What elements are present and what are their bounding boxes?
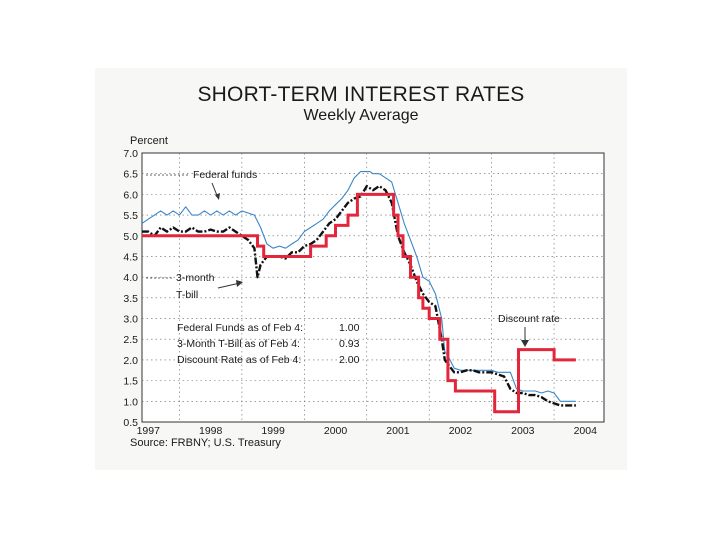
chart-title: SHORT-TERM INTEREST RATES bbox=[197, 83, 525, 106]
y-tick-label: 7.0 bbox=[123, 148, 138, 160]
y-tick-label: 6.0 bbox=[123, 189, 138, 201]
tbill-arrowhead bbox=[236, 280, 243, 287]
y-tick-label: 4.5 bbox=[123, 251, 138, 263]
y-tick-label: 6.5 bbox=[123, 169, 138, 181]
discount-rate-label: Discount rate bbox=[498, 313, 560, 325]
y-tick-label: 3.0 bbox=[123, 314, 138, 326]
stat-value: 1.00 bbox=[339, 322, 360, 334]
y-tick-label: 2.0 bbox=[123, 355, 138, 367]
tbill-label-line1: 3-month bbox=[176, 272, 215, 284]
discount-rate-arrowhead bbox=[521, 340, 529, 347]
stat-value: 0.93 bbox=[339, 338, 360, 350]
x-tick-label: 2002 bbox=[449, 425, 473, 437]
y-tick-label: 2.5 bbox=[123, 334, 138, 346]
x-tick-label: 2004 bbox=[574, 425, 598, 437]
series-line-federal-funds bbox=[141, 171, 576, 402]
x-tick-label: 1998 bbox=[199, 425, 223, 437]
y-axis-label: Percent bbox=[130, 135, 168, 147]
chart-subtitle: Weekly Average bbox=[303, 107, 419, 124]
y-tick-label: 1.5 bbox=[123, 376, 138, 388]
stat-label: 3-Month T-Bill as of Feb 4: bbox=[177, 338, 300, 350]
stat-value: 2.00 bbox=[339, 354, 360, 366]
tbill-label-line2: T-bill bbox=[176, 289, 198, 301]
x-tick-label: 1997 bbox=[137, 425, 161, 437]
x-tick-label: 2003 bbox=[511, 425, 535, 437]
federal-funds-arrowhead bbox=[215, 193, 220, 200]
federal-funds-label: Federal funds bbox=[193, 169, 257, 181]
x-tick-label: 1999 bbox=[261, 425, 285, 437]
x-tick-label: 2001 bbox=[386, 425, 410, 437]
source-note: Source: FRBNY; U.S. Treasury bbox=[130, 437, 281, 449]
y-tick-label: 5.5 bbox=[123, 210, 138, 222]
y-tick-label: 4.0 bbox=[123, 272, 138, 284]
y-tick-label: 0.5 bbox=[123, 417, 138, 429]
stat-label: Discount Rate as of Feb 4: bbox=[177, 354, 301, 366]
tbill-arrow bbox=[217, 282, 241, 289]
x-tick-label: 2000 bbox=[324, 425, 348, 437]
y-tick-label: 3.5 bbox=[123, 293, 138, 305]
stat-label: Federal Funds as of Feb 4: bbox=[177, 322, 303, 334]
y-tick-label: 5.0 bbox=[123, 231, 138, 243]
series-line-discount-rate bbox=[142, 192, 576, 414]
y-tick-label: 1.0 bbox=[123, 396, 138, 408]
